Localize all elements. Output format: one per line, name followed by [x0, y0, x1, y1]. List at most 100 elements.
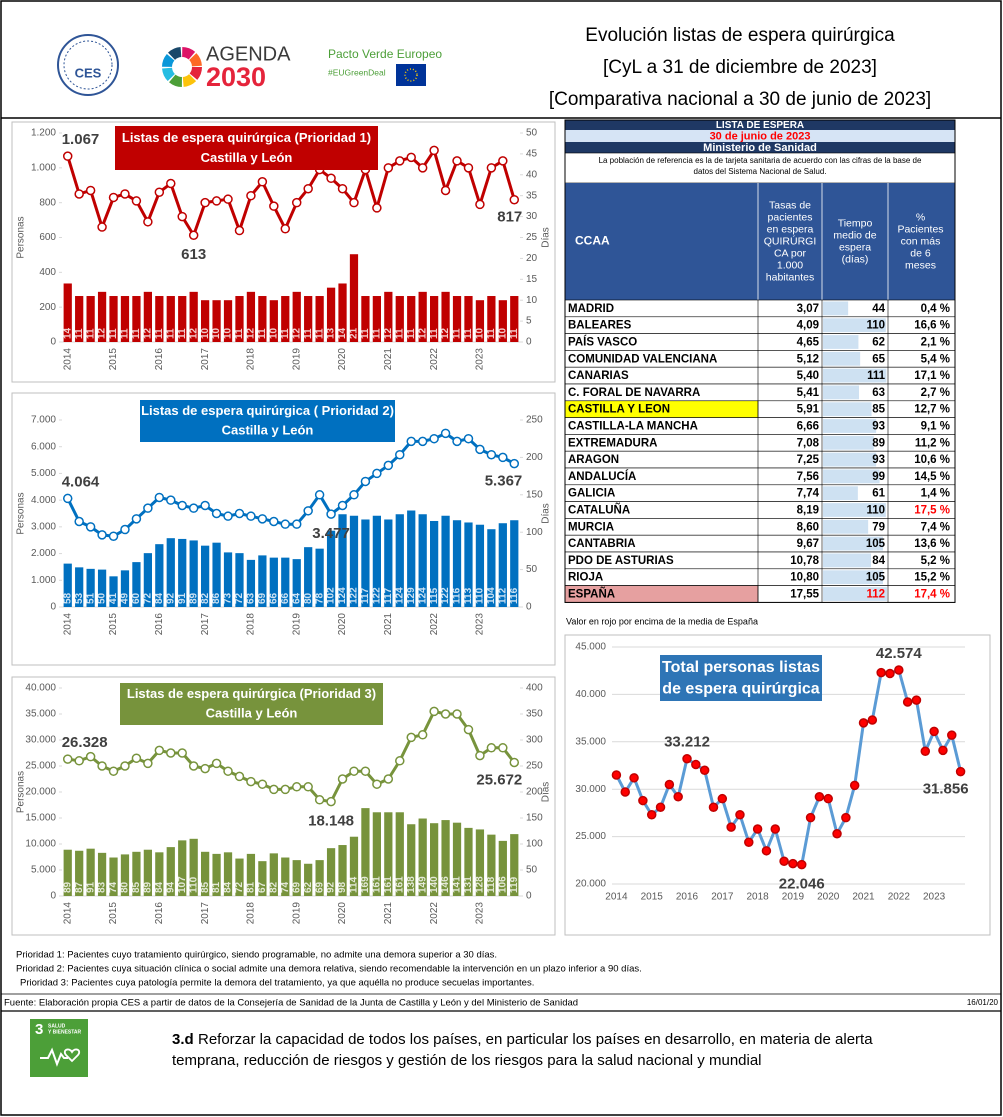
bar-label: 11 [74, 328, 85, 339]
days-databar [823, 553, 871, 568]
y2-tick-label: 150 [526, 813, 543, 824]
bar [487, 296, 496, 342]
bar [510, 834, 519, 896]
y2-tick-label: 50 [526, 865, 538, 876]
marker [131, 753, 142, 763]
bar-label: 41 [108, 592, 119, 604]
bar [430, 520, 439, 607]
y-tick-label: 0 [50, 891, 56, 902]
y-tick-label: 20.000 [25, 787, 56, 798]
y2-tick-label: 5 [526, 316, 532, 327]
table-note: datos del Sistema Nacional de Salud. [694, 167, 827, 176]
marker [97, 222, 107, 232]
x-tick-label: 2019 [291, 902, 302, 925]
marker [74, 189, 84, 199]
y2-tick-label: 200 [526, 452, 543, 463]
x-tick-label: 2018 [246, 348, 257, 371]
bar [384, 519, 393, 607]
bar [223, 852, 233, 896]
x-tick-label: 2015 [641, 892, 664, 903]
marker [85, 185, 96, 196]
marker [406, 152, 416, 163]
bar-label: 124 [417, 587, 428, 604]
bar [132, 851, 141, 896]
marker [211, 508, 222, 519]
bar-label: 98 [337, 881, 348, 893]
y2-tick-label: 20 [526, 253, 538, 264]
table-cell: 10,80 [790, 572, 819, 584]
marker [611, 770, 622, 780]
marker [269, 201, 279, 211]
bar [258, 555, 267, 607]
bar [246, 853, 256, 896]
marker [372, 468, 382, 479]
bar-label: 21 [349, 327, 360, 339]
marker [97, 530, 107, 540]
marker [779, 856, 789, 866]
bar-label: 169 [360, 876, 371, 893]
bar [395, 514, 404, 607]
table-cell: 14,5 % [914, 471, 950, 483]
bar-label: 92 [165, 592, 176, 604]
table-cell: PDO DE ASTURIAS [568, 555, 674, 567]
y-tick-label: 25.000 [575, 831, 606, 842]
table-cell: 110 [866, 320, 885, 332]
y-tick-label: 800 [39, 197, 56, 208]
bar-label: 12 [291, 327, 302, 339]
marker [673, 792, 683, 802]
data-label: 33.212 [664, 734, 710, 751]
marker [360, 476, 371, 487]
y2-axis-label: Días [541, 503, 552, 524]
bar-label: 12 [383, 327, 394, 339]
marker [108, 766, 119, 776]
x-tick-label: 2021 [852, 892, 875, 903]
marker [699, 765, 710, 775]
agenda-ring [162, 47, 202, 87]
y2-tick-label: 0 [526, 337, 532, 348]
table-cell: 85 [872, 404, 885, 416]
marker [383, 163, 394, 173]
chart-title: Castilla y León [222, 423, 314, 438]
table-cell: PAÍS VASCO [568, 336, 637, 349]
bar [304, 296, 313, 342]
marker [440, 428, 451, 439]
table-cell: 2,7 % [921, 387, 950, 399]
table-title-row [565, 120, 955, 130]
chart-title: Total personas listas [662, 659, 820, 676]
marker [858, 718, 869, 728]
bar [384, 812, 393, 896]
table-column-header: % [916, 211, 925, 223]
marker [867, 715, 878, 725]
bar [235, 858, 244, 896]
table-cell: 110 [866, 505, 885, 517]
bar-label: 11 [509, 328, 520, 339]
bar-label: 11 [165, 328, 176, 339]
y2-tick-label: 50 [526, 128, 538, 139]
x-tick-label: 2017 [200, 902, 211, 925]
bar-label: 113 [463, 587, 474, 604]
table-cell: 7,74 [797, 488, 820, 500]
bar-label: 110 [188, 876, 199, 893]
marker [257, 779, 268, 789]
table-cell: BALEARES [568, 320, 632, 332]
marker [349, 197, 359, 208]
bar-label: 80 [303, 592, 314, 604]
x-tick-label: 2015 [108, 902, 119, 925]
marker [211, 196, 222, 206]
marker [708, 802, 719, 812]
bar-label: 106 [497, 876, 508, 893]
table-cell: 61 [872, 488, 885, 500]
marker [246, 511, 256, 521]
table-note: La población de referencia es la de tarj… [599, 156, 922, 165]
y2-tick-label: 0 [526, 891, 532, 902]
marker [440, 709, 451, 719]
days-databar [823, 301, 849, 316]
table-column-header: pacientes [768, 211, 813, 223]
y-tick-label: 600 [39, 232, 56, 243]
marker [463, 724, 474, 735]
marker [475, 199, 485, 210]
bar-label: 62 [303, 881, 314, 893]
table-row [564, 450, 956, 469]
marker [452, 156, 462, 166]
marker [291, 197, 302, 208]
